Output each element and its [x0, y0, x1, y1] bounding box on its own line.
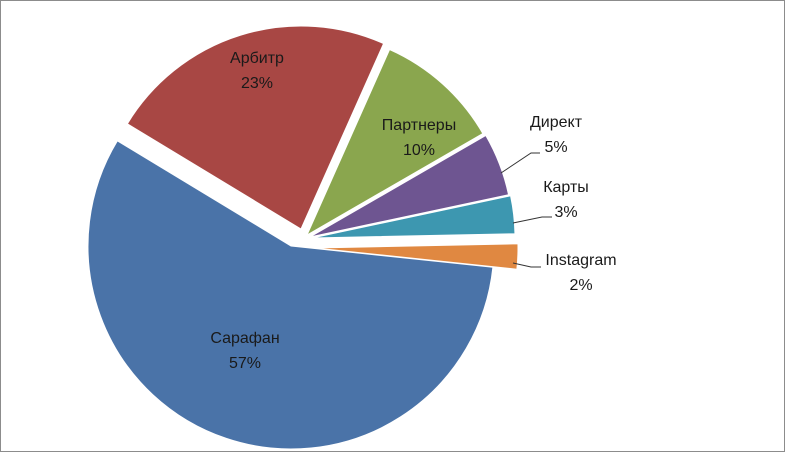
data-label-name: Сарафан	[210, 330, 279, 347]
data-label-percent: 10%	[403, 142, 435, 159]
data-label-percent: 3%	[554, 204, 577, 221]
data-label-percent: 57%	[229, 355, 261, 372]
data-label-percent: 23%	[241, 75, 273, 92]
pie-slice-2	[126, 25, 385, 230]
data-label-5: Карты 3%	[543, 179, 589, 221]
data-label-name: Партнеры	[382, 117, 456, 134]
data-label-1: Сарафан 57%	[210, 330, 279, 372]
pie-slice-5	[311, 195, 516, 239]
pie-slice-3	[305, 48, 484, 237]
data-label-name: Арбитр	[230, 50, 284, 67]
pie-slice-1	[87, 140, 494, 450]
leader-line-4	[500, 152, 540, 174]
leader-line-5	[512, 216, 552, 224]
pie-slice-6	[314, 243, 519, 270]
data-label-name: Директ	[530, 114, 583, 131]
data-label-6: Instagram 2%	[545, 252, 616, 294]
leader-line-6	[512, 262, 541, 268]
data-label-3: Партнеры 10%	[382, 117, 456, 159]
data-label-percent: 2%	[569, 277, 592, 294]
pie-slice-4	[309, 134, 510, 238]
data-label-4: Директ 5%	[530, 114, 583, 156]
data-label-name: Instagram	[545, 252, 616, 269]
data-label-2: Арбитр 23%	[230, 50, 284, 92]
data-label-percent: 5%	[544, 139, 567, 156]
data-label-name: Карты	[543, 179, 589, 196]
